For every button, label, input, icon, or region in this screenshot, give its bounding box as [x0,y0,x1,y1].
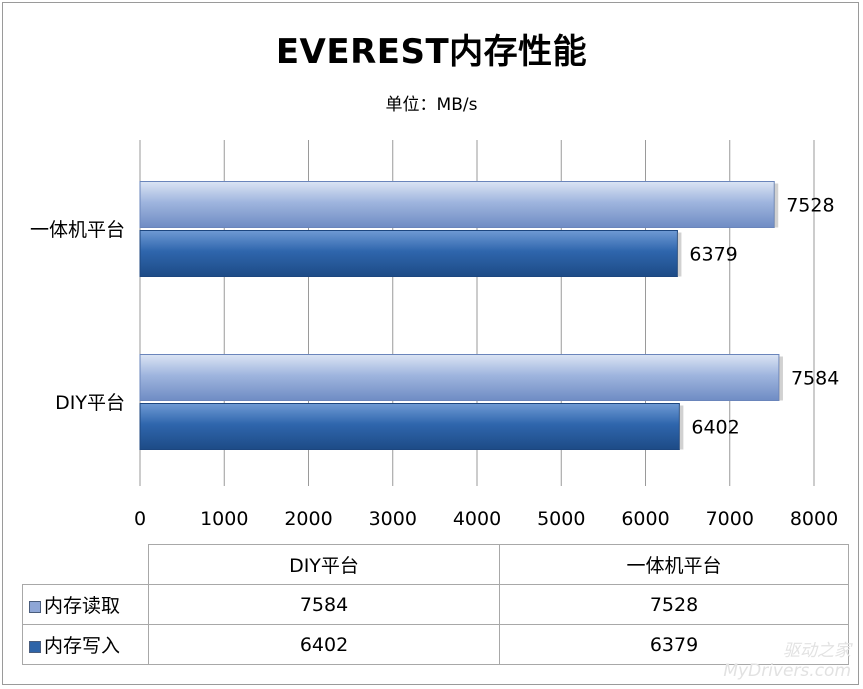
x-tick-label: 4000 [453,508,501,530]
data-table-header-row: DIY平台 一体机平台 [23,544,849,585]
x-tick-label: 2000 [284,508,332,530]
data-label: 6402 [691,417,739,439]
bar [139,354,780,401]
legend-swatch-read [29,601,41,613]
data-table-cell: 6402 [148,624,500,665]
chart-subtitle: 单位：MB/s [385,95,478,115]
series-name-write: 内存写入 [44,635,121,657]
watermark-logo-text: 驱动之家 [783,641,851,661]
bar-shadow [778,356,783,401]
data-label: 7528 [786,195,834,217]
data-table: DIY平台 一体机平台 内存读取 7584 7528 内存写入 6402 637… [22,544,849,665]
bar [139,403,680,450]
bar-shadow [679,405,684,450]
category-label-integrated: 一体机平台 [29,219,125,241]
bar-shadow [774,183,779,228]
data-table-cell: 7528 [499,584,849,625]
x-tick-label: 0 [134,508,146,530]
data-label: 7584 [791,368,839,390]
data-table-corner [23,545,149,585]
bar-shadow [677,232,682,277]
x-tick-label: 8000 [790,508,838,530]
x-tick-label: 5000 [537,508,585,530]
data-table-header-diy: DIY平台 [148,544,500,585]
x-tick-label: 6000 [621,508,669,530]
bar [139,181,775,228]
data-table-cell: 7584 [148,584,500,625]
bar [139,230,678,277]
data-label: 6379 [689,244,737,266]
data-table-series-read: 内存读取 [22,584,149,625]
data-labels: 7528 6379 7584 6402 [689,195,839,439]
data-table-cell: 6379 [499,624,849,665]
x-tick-label: 1000 [200,508,248,530]
data-table-row-write: 内存写入 6402 6379 [22,624,849,665]
chart-title: EVEREST内存性能 [275,32,588,72]
bars [139,181,783,450]
watermark-url: MyDrivers.com [723,661,851,681]
category-label-diy: DIY平台 [55,392,125,414]
watermark: 驱动之家 MyDrivers.com [723,641,851,681]
series-name-read: 内存读取 [44,595,121,617]
data-table-row-read: 内存读取 7584 7528 [22,584,849,625]
x-axis-ticks: 0 1000 2000 3000 4000 5000 6000 7000 8000 [134,508,838,530]
x-tick-label: 3000 [369,508,417,530]
data-table-series-write: 内存写入 [22,624,149,665]
legend-swatch-write [29,641,41,653]
x-tick-label: 7000 [706,508,754,530]
data-table-header-integrated: 一体机平台 [499,544,849,585]
